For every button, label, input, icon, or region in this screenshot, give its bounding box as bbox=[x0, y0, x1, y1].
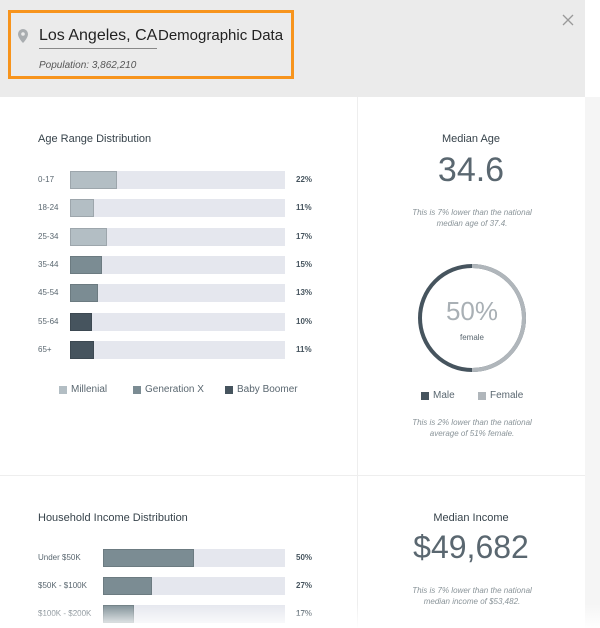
value-label: 15% bbox=[296, 259, 313, 269]
bar-label: 25-34 bbox=[38, 231, 59, 241]
stat-value: $49,682 bbox=[413, 529, 529, 565]
stat-title: Median Income bbox=[433, 512, 509, 524]
bar-track bbox=[70, 255, 285, 274]
bar bbox=[70, 199, 94, 218]
bar bbox=[70, 284, 98, 303]
bar-label: 18-24 bbox=[38, 203, 59, 213]
legend-swatch bbox=[421, 392, 429, 400]
value-label: 22% bbox=[296, 175, 313, 184]
location[interactable]: Los Angeles, CA bbox=[39, 27, 158, 49]
scroll-gutter bbox=[585, 97, 600, 628]
donut-arc bbox=[471, 264, 526, 372]
donut-note: This is 2% lower than the national avera… bbox=[412, 418, 532, 438]
bar-track bbox=[70, 312, 285, 331]
bar-label: 55-64 bbox=[38, 316, 59, 326]
row-divider bbox=[0, 475, 585, 476]
gender-donut bbox=[418, 264, 526, 372]
bar-label: 0-17 bbox=[38, 175, 55, 184]
section-title: Age Range Distribution bbox=[38, 133, 152, 145]
stat-note: This is 7% lower than the national media… bbox=[412, 586, 532, 606]
bar-track bbox=[70, 340, 285, 359]
bar bbox=[103, 549, 194, 567]
legend-swatch bbox=[133, 386, 141, 394]
value-label: 11% bbox=[296, 344, 312, 354]
stat-value: 34.6 bbox=[437, 151, 505, 189]
section-title: Household Income Distribution bbox=[38, 512, 188, 524]
legend-label: Female bbox=[490, 390, 524, 401]
header-title: Demographic Data bbox=[158, 27, 284, 44]
donut-caption: female bbox=[459, 333, 484, 342]
bar-label: Under $50K bbox=[38, 553, 81, 562]
stat-note: This is 7% lower than the national media… bbox=[412, 208, 532, 228]
legend-swatch bbox=[225, 386, 233, 394]
value-label: 17% bbox=[296, 231, 313, 241]
close-button[interactable] bbox=[562, 14, 574, 26]
bar-track bbox=[70, 227, 285, 246]
bar-track bbox=[70, 284, 285, 303]
bar-label: 45-54 bbox=[38, 288, 59, 298]
donut-value: 50% bbox=[445, 296, 499, 326]
bar bbox=[70, 171, 118, 189]
legend-label: Male bbox=[433, 390, 455, 401]
bar bbox=[70, 312, 92, 331]
bar bbox=[70, 227, 107, 246]
legend-label: Baby Boomer bbox=[237, 384, 298, 395]
value-label: 10% bbox=[296, 316, 313, 326]
bar bbox=[70, 255, 103, 274]
bar bbox=[103, 577, 153, 595]
bottom-fade bbox=[0, 604, 600, 628]
value-label: 27% bbox=[296, 581, 313, 590]
bar-label: 65+ bbox=[38, 344, 52, 354]
stat-title: Median Age bbox=[441, 133, 501, 145]
legend-label: Millenial bbox=[71, 384, 108, 395]
highlight-box bbox=[8, 10, 294, 79]
bar-track bbox=[70, 199, 285, 218]
value-label: 50% bbox=[296, 553, 313, 562]
bar-label: $50K - $100K bbox=[38, 581, 87, 590]
location-icon bbox=[18, 29, 28, 43]
bar-track bbox=[70, 171, 285, 189]
value-label: 13% bbox=[296, 288, 313, 298]
bar bbox=[70, 340, 94, 359]
legend-swatch bbox=[59, 386, 67, 394]
legend-label: Generation X bbox=[145, 384, 204, 395]
column-divider bbox=[357, 97, 358, 628]
legend-swatch bbox=[478, 392, 486, 400]
population: Population: 3,862,210 bbox=[39, 60, 137, 71]
value-label: 11% bbox=[296, 203, 312, 213]
bar-label: 35-44 bbox=[38, 259, 59, 269]
